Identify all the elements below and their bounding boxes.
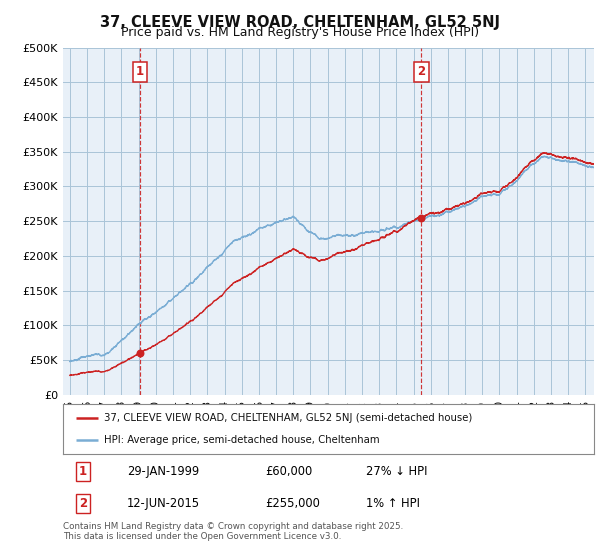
Text: Price paid vs. HM Land Registry's House Price Index (HPI): Price paid vs. HM Land Registry's House … (121, 26, 479, 39)
Text: 1% ↑ HPI: 1% ↑ HPI (365, 497, 419, 510)
Text: HPI: Average price, semi-detached house, Cheltenham: HPI: Average price, semi-detached house,… (104, 435, 380, 445)
Text: 12-JUN-2015: 12-JUN-2015 (127, 497, 200, 510)
Text: 2: 2 (79, 497, 87, 510)
Text: 37, CLEEVE VIEW ROAD, CHELTENHAM, GL52 5NJ: 37, CLEEVE VIEW ROAD, CHELTENHAM, GL52 5… (100, 15, 500, 30)
Text: Contains HM Land Registry data © Crown copyright and database right 2025.
This d: Contains HM Land Registry data © Crown c… (63, 522, 403, 542)
Point (416, 213, 426, 222)
Text: 1: 1 (136, 66, 144, 78)
Text: £60,000: £60,000 (265, 465, 312, 478)
Text: 29-JAN-1999: 29-JAN-1999 (127, 465, 199, 478)
Text: 2: 2 (417, 66, 425, 78)
Text: 37, CLEEVE VIEW ROAD, CHELTENHAM, GL52 5NJ (semi-detached house): 37, CLEEVE VIEW ROAD, CHELTENHAM, GL52 5… (104, 413, 473, 423)
Text: 1: 1 (79, 465, 87, 478)
Text: £255,000: £255,000 (265, 497, 320, 510)
Point (135, 349, 145, 358)
Text: 27% ↓ HPI: 27% ↓ HPI (365, 465, 427, 478)
